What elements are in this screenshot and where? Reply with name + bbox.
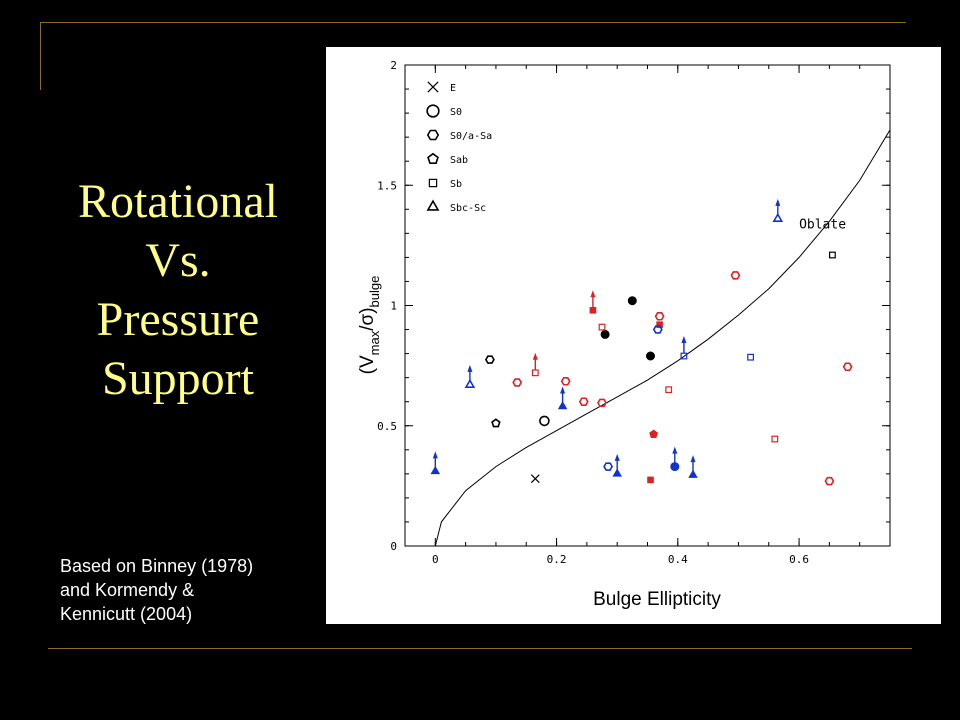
legend-label: E <box>450 83 456 94</box>
data-point <box>824 476 835 486</box>
data-point <box>589 290 597 314</box>
x-tick-label: 0.6 <box>789 553 809 566</box>
data-point <box>652 325 663 334</box>
data-point <box>627 296 637 306</box>
title-line-3: Pressure <box>96 293 260 346</box>
y-tick-label: 0 <box>390 540 397 553</box>
data-point <box>771 435 779 443</box>
data-point <box>430 451 441 475</box>
data-point <box>842 362 853 372</box>
y-tick-label: 1 <box>390 300 397 313</box>
data-point <box>484 355 495 364</box>
y-tick-label: 0.5 <box>377 420 397 433</box>
data-point <box>512 378 523 387</box>
y-label-mid: /σ) <box>357 307 378 330</box>
data-point <box>464 364 476 388</box>
x-tick-label: 0.2 <box>547 553 567 566</box>
data-point <box>665 386 673 394</box>
left-rule <box>40 22 41 90</box>
x-tick-label: 0.4 <box>668 553 688 566</box>
data-point <box>603 462 614 471</box>
data-point <box>578 397 589 406</box>
data-point <box>557 386 568 410</box>
data-point <box>597 398 607 408</box>
data-point <box>530 474 540 484</box>
title-line-2: Vs. <box>145 234 211 287</box>
top-rule <box>40 22 906 23</box>
data-point <box>646 351 655 361</box>
legend-marker-circle-large <box>426 104 440 118</box>
slide-title: Rotational Vs. Pressure Support <box>40 172 316 408</box>
legend-label: Sb <box>450 179 462 190</box>
oblate-annotation: Oblate <box>799 218 846 233</box>
data-point <box>656 321 663 329</box>
credit-line-1: Based on Binney (1978) <box>60 556 254 576</box>
scatter-chart: 0 0.2 0.4 0.6 0 0.5 1 1.5 2 E S0 S0/a-Sa Sab Sb Sbc-S… <box>357 59 891 610</box>
legend-marker-hexagon <box>426 129 440 141</box>
legend-marker-square <box>428 178 438 188</box>
y-tick-label: 1.5 <box>377 179 397 192</box>
x-axis-label: Bulge Ellipticity <box>593 589 721 610</box>
legend-label: Sbc-Sc <box>450 203 486 214</box>
data-point <box>491 418 501 428</box>
legend-label: S0/a-Sa <box>450 131 492 142</box>
legend-marker-triangle <box>426 199 440 211</box>
legend-marker-x <box>427 81 439 93</box>
y-label-sub-bulge: bulge <box>367 276 382 308</box>
data-point <box>688 455 698 478</box>
x-tick-label: 0 <box>432 553 439 566</box>
y-label-sub-max: max <box>367 330 382 355</box>
credit-text: Based on Binney (1978) and Kormendy & Ke… <box>60 554 320 626</box>
bottom-rule <box>48 648 912 649</box>
data-point <box>647 476 654 484</box>
data-point <box>600 329 610 339</box>
data-point <box>680 336 688 360</box>
oblate-curve <box>434 129 891 547</box>
data-point <box>730 271 741 280</box>
y-axis-label: (Vmax/σ)bulge <box>357 276 382 375</box>
legend-label: S0 <box>450 107 462 118</box>
data-point <box>649 429 658 438</box>
data-point <box>612 453 622 477</box>
title-line-1: Rotational <box>78 175 278 228</box>
data-point <box>747 353 755 361</box>
data-point <box>772 198 784 222</box>
legend-label: Sab <box>450 155 468 166</box>
y-tick-label: 2 <box>390 59 397 72</box>
legend-marker-pentagon <box>427 152 439 165</box>
chart-panel: 0 0.2 0.4 0.6 0 0.5 1 1.5 2 E S0 S0/a-Sa Sab Sb Sbc-S… <box>326 47 941 624</box>
data-point <box>598 323 606 331</box>
data-point <box>828 251 836 259</box>
data-point <box>670 446 680 472</box>
y-label-main: (V <box>357 355 378 374</box>
title-line-4: Support <box>101 352 254 405</box>
data-point <box>560 377 571 386</box>
data-point <box>654 312 665 321</box>
data-point <box>539 415 550 427</box>
data-point <box>531 352 539 377</box>
credit-line-3: Kennicutt (2004) <box>60 604 193 624</box>
credit-line-2: and Kormendy & <box>60 580 195 600</box>
